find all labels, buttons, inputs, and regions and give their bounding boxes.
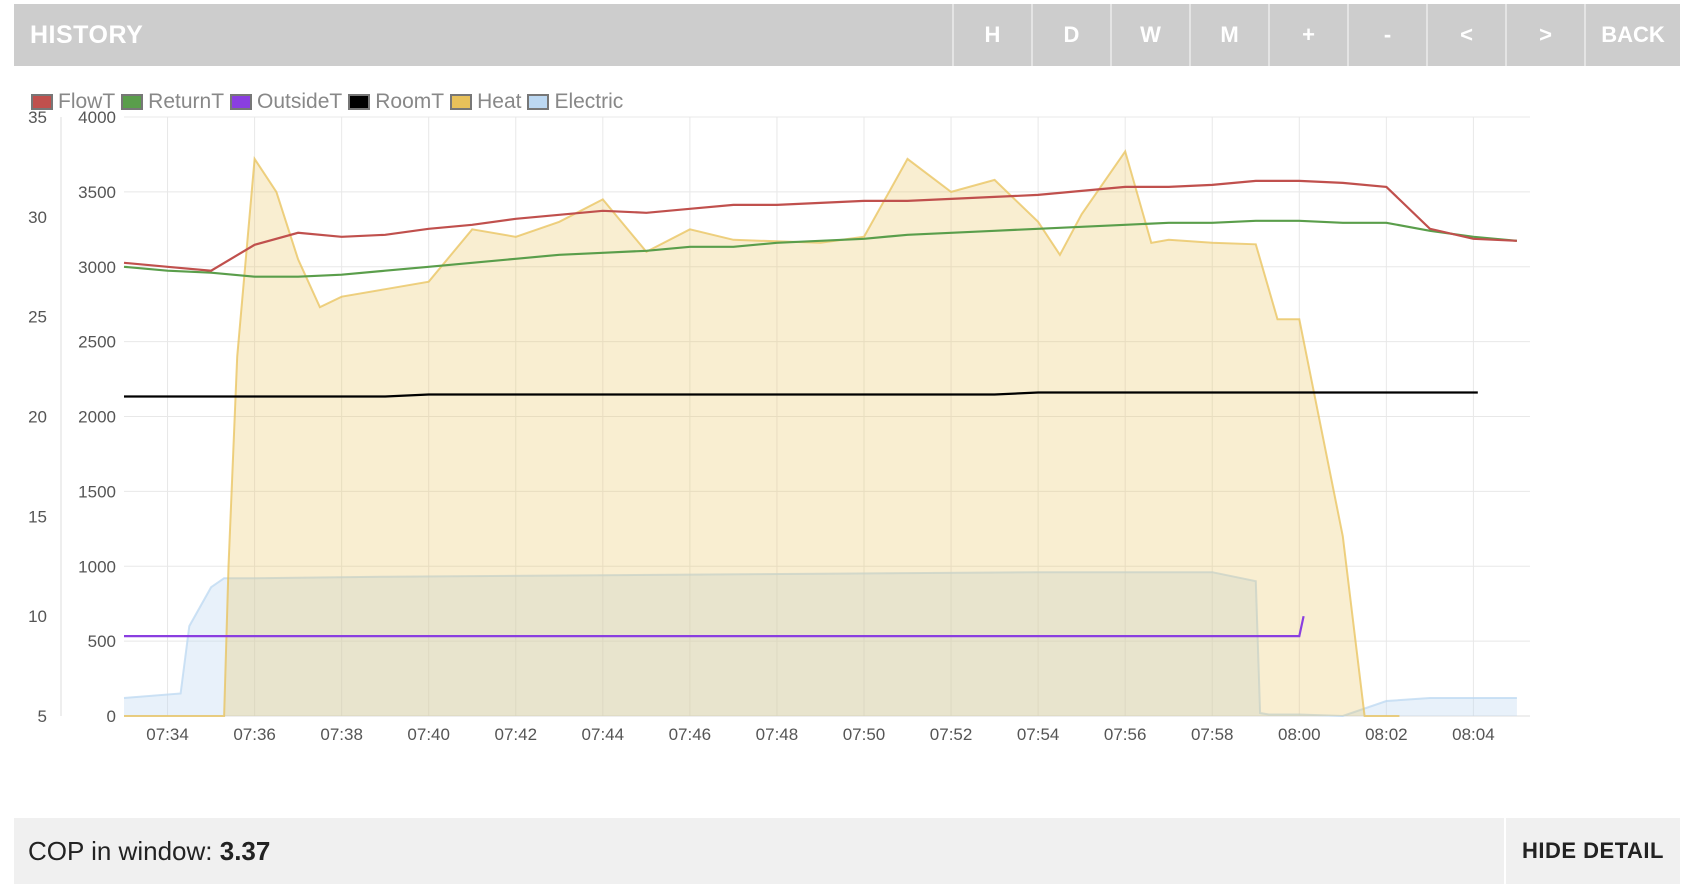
x-axis-tick-label: 07:50 <box>843 725 886 744</box>
hide-detail-button[interactable]: HIDE DETAIL <box>1504 818 1680 884</box>
history-chart[interactable]: 5 10 15 20 25 30 35 0 500 1000 1500 2000 2500 3000 350… <box>14 4 1680 814</box>
series-area-electric <box>124 572 1517 716</box>
left-axis-tick-label: 10 <box>28 607 47 626</box>
pan-right-button[interactable]: > <box>1505 4 1584 66</box>
legend-label-roomt: RoomT <box>375 90 445 113</box>
x-axis-tick-label: 07:38 <box>320 725 363 744</box>
zoom-out-button[interactable]: - <box>1347 4 1426 66</box>
right-axis-tick-label: 1500 <box>78 482 116 501</box>
right-axis-tick-label: 3000 <box>78 258 116 277</box>
legend-item-returnt[interactable]: ReturnT <box>121 90 224 114</box>
left-axis-tick-label: 30 <box>28 208 47 227</box>
x-axis-tick-label: 08:04 <box>1452 725 1495 744</box>
back-button[interactable]: BACK <box>1584 4 1680 66</box>
range-buttons: H D W M + - < > BACK <box>952 4 1680 66</box>
right-axis-tick-label: 2500 <box>78 333 116 352</box>
series-line-returnt <box>123 219 1518 278</box>
legend-swatch-heat <box>450 94 473 110</box>
zoom-in-button[interactable]: + <box>1268 4 1347 66</box>
pan-left-button[interactable]: < <box>1426 4 1505 66</box>
x-axis-tick-label: 07:34 <box>146 725 189 744</box>
legend-swatch-flowt <box>31 94 53 110</box>
legend-label-flowt: FlowT <box>58 90 116 113</box>
legend-swatch-roomt <box>348 94 371 110</box>
legend-label-returnt: ReturnT <box>148 90 225 113</box>
legend-item-electric[interactable]: Electric <box>527 90 623 114</box>
chart-legend: FlowT ReturnT OutsideT RoomT Heat Electr… <box>31 88 629 116</box>
x-axis-tick-label: 08:02 <box>1365 725 1408 744</box>
series-line-flowt <box>123 179 1517 272</box>
right-axis-tick-label: 4000 <box>78 108 116 127</box>
x-axis-tick-label: 07:52 <box>930 725 973 744</box>
right-axis-tick-label: 500 <box>88 632 116 651</box>
right-axis-tick-label: 0 <box>107 707 116 726</box>
x-axis-tick-label: 07:54 <box>1017 725 1060 744</box>
legend-label-heat: Heat <box>477 90 522 113</box>
left-axis-tick-label: 25 <box>28 308 47 327</box>
x-axis-tick-label: 07:48 <box>756 725 799 744</box>
legend-label-electric: Electric <box>554 90 624 113</box>
legend-swatch-electric <box>527 94 550 110</box>
left-axis-tick-label: 20 <box>28 408 47 427</box>
x-axis-tick-label: 07:56 <box>1104 725 1147 744</box>
header-bar: HISTORY H D W M + - < > BACK <box>14 4 1680 66</box>
left-axis-tick-label: 15 <box>28 507 47 526</box>
x-axis-tick-label: 07:46 <box>669 725 712 744</box>
cop-readout: COP in window: 3.37 <box>28 818 270 884</box>
x-axis-tick-label: 08:00 <box>1278 725 1321 744</box>
series-line-outsidet <box>124 615 1305 638</box>
series-line-electric <box>123 571 1517 718</box>
cop-label: COP in window: <box>28 836 213 866</box>
legend-label-outsidet: OutsideT <box>257 90 343 113</box>
left-axis-tick-label: 35 <box>28 108 47 127</box>
right-axis-tick-label: 1000 <box>78 557 116 576</box>
right-axis-tick-label: 2000 <box>78 408 116 427</box>
left-axis-tick-label: 5 <box>38 707 47 726</box>
week-button[interactable]: W <box>1110 4 1189 66</box>
month-button[interactable]: M <box>1189 4 1268 66</box>
x-axis-tick-label: 07:40 <box>407 725 450 744</box>
series-line-heat <box>124 149 1400 717</box>
x-axis-tick-label: 07:42 <box>494 725 537 744</box>
legend-item-heat[interactable]: Heat <box>450 90 521 114</box>
x-axis-tick-label: 07:36 <box>233 725 276 744</box>
legend-swatch-returnt <box>121 94 144 110</box>
right-axis-tick-label: 3500 <box>78 183 116 202</box>
legend-swatch-outsidet <box>230 94 253 110</box>
series-area-heat <box>124 151 1400 716</box>
history-panel: HISTORY H D W M + - < > BACK FlowT Retur… <box>14 4 1680 884</box>
series-line-roomt <box>124 391 1478 398</box>
x-axis-tick-label: 07:58 <box>1191 725 1234 744</box>
footer-bar: COP in window: 3.37 HIDE DETAIL <box>14 818 1680 884</box>
page-title: HISTORY <box>30 21 144 49</box>
x-axis-tick-label: 07:44 <box>582 725 625 744</box>
legend-item-outsidet[interactable]: OutsideT <box>230 90 342 114</box>
cop-value: 3.37 <box>219 836 271 866</box>
day-button[interactable]: D <box>1031 4 1110 66</box>
legend-item-roomt[interactable]: RoomT <box>348 90 444 114</box>
legend-item-flowt[interactable]: FlowT <box>31 90 115 114</box>
hour-button[interactable]: H <box>952 4 1031 66</box>
